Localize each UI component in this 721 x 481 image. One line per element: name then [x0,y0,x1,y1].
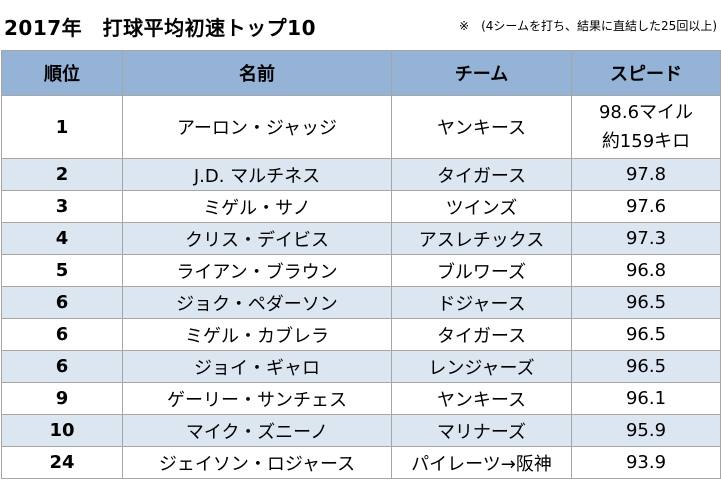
table-row: 1 アーロン・ジャッジ ヤンキース 98.6マイル 約159キロ [1,95,721,159]
table-row: 6 ミゲル・カブレラ タイガース 96.5 [1,318,721,351]
team-cell: タイガース [391,318,572,351]
table-row: 24 ジェイソン・ロジャース パイレーツ→阪神 93.9 [1,446,721,479]
speed-cell: 96.5 [571,350,721,383]
rank-cell: 4 [1,222,123,255]
footnote: ※ (4シームを打ち、結果に直結した25回以上) [459,19,717,33]
table-row: 6 ジョク・ペダーソン ドジャース 96.5 [1,286,721,319]
speed-cell: 95.9 [571,414,721,447]
rank-cell: 6 [1,318,123,351]
name-cell: ライアン・ブラウン [122,254,392,287]
rank-cell: 10 [1,414,123,447]
team-cell: レンジャーズ [391,350,572,383]
rank-cell: 5 [1,254,123,287]
rank-cell: 2 [1,158,123,191]
rank-cell: 6 [1,350,123,383]
speed-cell: 96.5 [571,318,721,351]
rank-cell: 3 [1,190,123,223]
ranking-table: 順位 名前 チーム スピード 1 アーロン・ジャッジ ヤンキース 98.6マイル… [1,50,721,479]
rank-cell: 24 [1,446,123,479]
table-row: 6 ジョイ・ギャロ レンジャーズ 96.5 [1,350,721,383]
header-speed: スピード [571,50,721,96]
name-cell: クリス・デイビス [122,222,392,255]
table-row: 3 ミゲル・サノ ツインズ 97.6 [1,190,721,223]
speed-cell: 96.8 [571,254,721,287]
rank-cell: 6 [1,286,123,319]
header-rank: 順位 [1,50,123,96]
team-cell: アスレチックス [391,222,572,255]
speed-cell: 97.8 [571,158,721,191]
table-row: 5 ライアン・ブラウン ブルワーズ 96.8 [1,254,721,287]
rank-cell: 9 [1,382,123,415]
page-title: 2017年 打球平均初速トップ10 [4,16,316,40]
title-bar: 2017年 打球平均初速トップ10 ※ (4シームを打ち、結果に直結した25回以… [0,0,721,50]
team-cell: ヤンキース [391,382,572,415]
name-cell: ジョク・ペダーソン [122,286,392,319]
rank-cell: 1 [1,95,123,159]
name-cell: ゲーリー・サンチェス [122,382,392,415]
speed-cell: 96.5 [571,286,721,319]
team-cell: ツインズ [391,190,572,223]
team-cell: ヤンキース [391,95,572,159]
name-cell: ミゲル・サノ [122,190,392,223]
name-cell: ジェイソン・ロジャース [122,446,392,479]
name-cell: ジョイ・ギャロ [122,350,392,383]
speed-mph: 98.6マイル [598,102,694,123]
team-cell: マリナーズ [391,414,572,447]
name-cell: J.D. マルチネス [122,158,392,191]
team-cell: ブルワーズ [391,254,572,287]
table-row: 4 クリス・デイビス アスレチックス 97.3 [1,222,721,255]
speed-cell: 96.1 [571,382,721,415]
speed-cell: 93.9 [571,446,721,479]
team-cell: タイガース [391,158,572,191]
team-cell: ドジャース [391,286,572,319]
name-cell: ミゲル・カブレラ [122,318,392,351]
table-header-row: 順位 名前 チーム スピード [1,50,721,96]
header-team: チーム [391,50,572,96]
team-cell: パイレーツ→阪神 [391,446,572,479]
speed-cell: 97.6 [571,190,721,223]
name-cell: マイク・ズニーノ [122,414,392,447]
speed-cell: 98.6マイル 約159キロ [571,95,721,159]
table-row: 10 マイク・ズニーノ マリナーズ 95.9 [1,414,721,447]
speed-kmh: 約159キロ [601,131,691,152]
speed-cell: 97.3 [571,222,721,255]
table-row: 9 ゲーリー・サンチェス ヤンキース 96.1 [1,382,721,415]
table-row: 2 J.D. マルチネス タイガース 97.8 [1,158,721,191]
header-name: 名前 [122,50,392,96]
name-cell: アーロン・ジャッジ [122,95,392,159]
